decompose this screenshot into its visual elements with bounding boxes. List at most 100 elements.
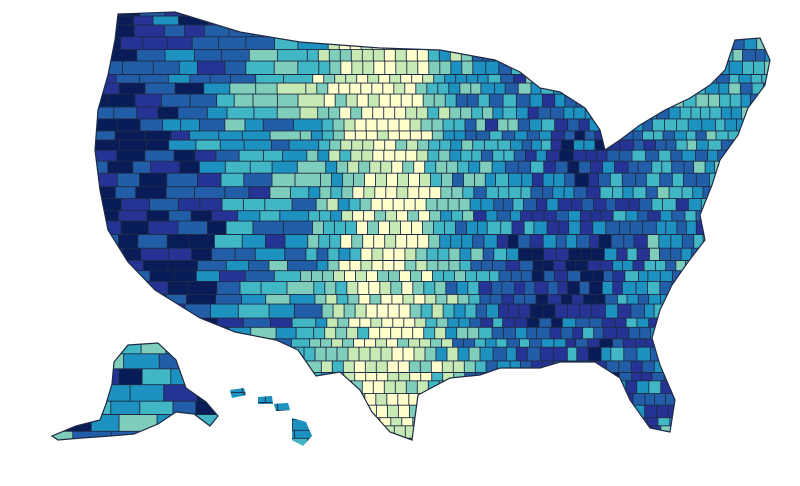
conus-county xyxy=(632,186,648,200)
conus-county xyxy=(383,106,396,120)
conus-county xyxy=(684,260,698,272)
conus-county xyxy=(655,220,667,236)
conus-county xyxy=(524,293,538,306)
conus-county xyxy=(305,82,318,96)
conus-county xyxy=(458,317,471,329)
conus-county xyxy=(451,15,465,26)
conus-county xyxy=(702,393,716,407)
conus-county xyxy=(338,82,351,96)
conus-county xyxy=(695,210,710,223)
conus-county xyxy=(725,437,740,440)
conus-county xyxy=(393,260,406,272)
conus-county xyxy=(391,346,404,362)
conus-county xyxy=(482,247,495,262)
conus-county xyxy=(620,36,631,51)
conus-county xyxy=(754,234,768,250)
hawaii-county xyxy=(247,402,264,415)
conus-county xyxy=(494,404,507,419)
conus-county xyxy=(355,270,368,283)
conus-county xyxy=(245,346,275,368)
conus-county xyxy=(205,380,231,400)
conus-county xyxy=(560,15,574,26)
conus-county xyxy=(648,380,662,395)
conus-county xyxy=(588,82,604,96)
conus-county xyxy=(681,270,696,283)
conus-county xyxy=(706,372,719,382)
conus-county xyxy=(646,74,662,84)
conus-county xyxy=(646,12,662,17)
conus-county xyxy=(427,149,440,163)
conus-county xyxy=(369,293,382,306)
conus-county xyxy=(438,149,451,163)
conus-county xyxy=(762,346,770,362)
conus-county xyxy=(474,393,489,407)
conus-county xyxy=(565,260,577,272)
conus-county xyxy=(431,303,445,320)
conus-county xyxy=(763,149,770,163)
conus-county xyxy=(644,93,658,109)
conus-county xyxy=(319,210,332,223)
conus-county xyxy=(637,210,649,223)
conus-county xyxy=(311,270,324,283)
conus-county xyxy=(567,160,580,175)
conus-county xyxy=(551,317,564,329)
conus-county xyxy=(616,326,630,340)
conus-county xyxy=(394,380,408,395)
conus-county xyxy=(619,139,635,152)
conus-county xyxy=(407,186,420,200)
conus-county xyxy=(685,317,697,329)
conus-county xyxy=(563,186,575,200)
conus-county xyxy=(526,130,541,141)
hawaii-county xyxy=(230,418,243,436)
conus-county xyxy=(540,36,553,51)
conus-county xyxy=(483,12,497,17)
conus-county xyxy=(364,360,378,374)
conus-county xyxy=(380,293,393,306)
conus-county xyxy=(519,338,531,349)
conus-county xyxy=(332,437,346,440)
conus-county xyxy=(516,24,528,38)
conus-county xyxy=(527,49,540,63)
conus-county xyxy=(634,12,649,17)
hawaii-county xyxy=(261,410,277,424)
conus-county xyxy=(743,326,757,340)
conus-county xyxy=(718,270,731,283)
conus-county xyxy=(356,93,370,109)
conus-county xyxy=(673,317,687,329)
conus-county xyxy=(228,326,252,345)
conus-county xyxy=(647,210,662,223)
conus-county xyxy=(376,303,390,320)
conus-county xyxy=(466,220,479,236)
conus-county xyxy=(518,372,532,382)
conus-county xyxy=(402,346,415,362)
conus-county xyxy=(506,24,519,38)
conus-county xyxy=(242,12,265,21)
conus-county xyxy=(588,93,602,109)
conus-county xyxy=(372,380,386,395)
conus-county xyxy=(493,198,505,212)
conus-county xyxy=(411,74,424,84)
conus-county xyxy=(485,60,500,76)
conus-county xyxy=(737,160,750,175)
conus-county xyxy=(350,106,363,120)
conus-county xyxy=(656,404,669,419)
conus-county xyxy=(727,372,741,382)
conus-county xyxy=(581,198,595,212)
conus-county xyxy=(330,186,343,200)
conus-county xyxy=(439,60,452,76)
conus-county xyxy=(706,36,721,51)
conus-county xyxy=(95,270,126,287)
conus-county xyxy=(546,404,561,419)
conus-county xyxy=(639,326,652,340)
conus-county xyxy=(752,393,766,407)
conus-county xyxy=(712,338,725,349)
conus-county xyxy=(364,393,377,407)
conus-county xyxy=(438,106,451,120)
conus-county xyxy=(567,417,580,427)
conus-county xyxy=(638,425,651,440)
conus-county xyxy=(630,360,644,374)
conus-county xyxy=(567,280,581,296)
conus-county xyxy=(543,247,558,262)
conus-county xyxy=(693,270,707,283)
